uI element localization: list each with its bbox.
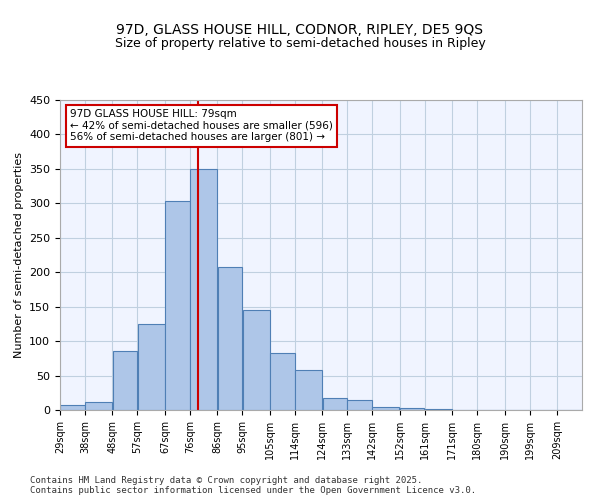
Bar: [400, 408, 424, 410]
Bar: [323, 398, 347, 410]
Text: 97D, GLASS HOUSE HILL, CODNOR, RIPLEY, DE5 9QS: 97D, GLASS HOUSE HILL, CODNOR, RIPLEY, D…: [116, 22, 484, 36]
Bar: [60, 405, 85, 410]
Bar: [165, 202, 190, 410]
Bar: [242, 310, 269, 410]
Bar: [347, 400, 372, 410]
Bar: [270, 353, 295, 410]
Bar: [85, 402, 112, 410]
Bar: [218, 266, 242, 410]
Text: Contains HM Land Registry data © Crown copyright and database right 2025.
Contai: Contains HM Land Registry data © Crown c…: [30, 476, 476, 495]
Bar: [190, 169, 217, 410]
Bar: [113, 352, 137, 410]
Bar: [295, 370, 322, 410]
Y-axis label: Number of semi-detached properties: Number of semi-detached properties: [14, 152, 23, 358]
Text: 97D GLASS HOUSE HILL: 79sqm
← 42% of semi-detached houses are smaller (596)
56% : 97D GLASS HOUSE HILL: 79sqm ← 42% of sem…: [70, 110, 334, 142]
Bar: [373, 406, 400, 410]
Text: Size of property relative to semi-detached houses in Ripley: Size of property relative to semi-detach…: [115, 38, 485, 51]
Bar: [137, 324, 164, 410]
